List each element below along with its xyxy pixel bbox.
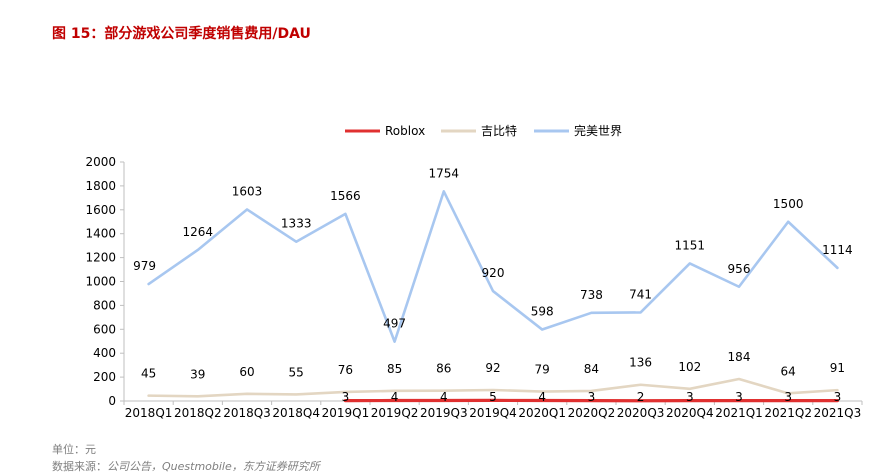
data-label-wanmei: 1754 [429, 166, 460, 180]
data-label-roblox: 4 [440, 390, 448, 404]
source-note: 数据来源：公司公告，Questmobile，东方证券研究所 [52, 458, 320, 474]
x-tick-label: 2019Q3 [420, 406, 468, 420]
x-tick-label: 2018Q1 [125, 406, 173, 420]
data-label-wanmei: 1566 [330, 189, 361, 203]
data-label-roblox: 3 [784, 390, 792, 404]
data-label-roblox: 3 [342, 390, 350, 404]
data-label-jibite: 136 [629, 356, 652, 370]
data-label-wanmei: 1151 [675, 238, 706, 252]
x-tick-label: 2018Q4 [272, 406, 320, 420]
y-tick-label: 2000 [85, 155, 116, 169]
line-chart: 0 200 400 600 800 1000 1200 1400 1600 1800 2000 201… [0, 0, 893, 440]
data-label-roblox: 4 [538, 390, 546, 404]
data-label-jibite: 85 [387, 362, 402, 376]
data-label-jibite: 60 [239, 365, 254, 379]
data-label-wanmei: 1500 [773, 197, 804, 211]
data-label-wanmei: 497 [383, 317, 406, 331]
x-tick-label: 2019Q1 [322, 406, 370, 420]
data-label-roblox: 3 [834, 390, 842, 404]
data-label-jibite: 184 [728, 350, 751, 364]
data-label-jibite: 79 [535, 363, 550, 377]
data-label-wanmei: 1114 [822, 243, 853, 257]
data-label-wanmei: 738 [580, 288, 603, 302]
x-tick-label: 2021Q2 [764, 406, 812, 420]
data-label-wanmei: 979 [133, 259, 156, 273]
data-label-roblox: 2 [637, 390, 645, 404]
data-label-roblox: 5 [489, 390, 497, 404]
data-label-wanmei: 1333 [281, 217, 312, 231]
data-label-wanmei: 598 [531, 305, 554, 319]
source-text: 公司公告，Questmobile，东方证券研究所 [107, 460, 320, 473]
y-tick-label: 800 [93, 298, 116, 312]
data-label-wanmei: 1264 [183, 225, 214, 239]
x-tick-label: 2018Q2 [174, 406, 222, 420]
x-tick-label: 2020Q3 [617, 406, 665, 420]
data-label-jibite: 84 [584, 362, 599, 376]
x-tick-label: 2021Q1 [715, 406, 763, 420]
legend-label: 吉比特 [481, 123, 517, 138]
data-label-wanmei: 956 [728, 262, 751, 276]
data-label-jibite: 64 [781, 364, 796, 378]
data-label-jibite: 102 [678, 360, 701, 374]
unit-note: 单位：元 [52, 441, 96, 457]
data-label-wanmei: 1603 [232, 184, 263, 198]
x-tick-label: 2018Q3 [223, 406, 271, 420]
x-tick-label: 2020Q2 [568, 406, 616, 420]
data-label-jibite: 55 [289, 365, 304, 379]
y-tick-label: 400 [93, 346, 116, 360]
x-tick-label: 2019Q4 [469, 406, 517, 420]
data-label-jibite: 86 [436, 362, 451, 376]
y-tick-label: 1800 [85, 179, 116, 193]
legend-label: 完美世界 [574, 123, 622, 138]
data-label-roblox: 3 [588, 390, 596, 404]
y-tick-label: 1000 [85, 275, 116, 289]
x-tick-label: 2020Q4 [666, 406, 714, 420]
source-label: 数据来源： [52, 460, 107, 473]
y-tick-label: 200 [93, 370, 116, 384]
y-tick-label: 1400 [85, 227, 116, 241]
data-label-jibite: 76 [338, 363, 353, 377]
data-label-jibite: 45 [141, 367, 156, 381]
y-tick-label: 0 [108, 394, 116, 408]
data-label-roblox: 4 [391, 390, 399, 404]
y-tick-label: 1600 [85, 203, 116, 217]
data-label-wanmei: 741 [629, 287, 652, 301]
x-tick-label: 2019Q2 [371, 406, 419, 420]
data-label-roblox: 3 [686, 390, 694, 404]
data-label-wanmei: 920 [482, 266, 505, 280]
y-tick-label: 1200 [85, 251, 116, 265]
x-tick-label: 2021Q3 [814, 406, 862, 420]
data-label-jibite: 39 [190, 367, 205, 381]
y-tick-label: 600 [93, 322, 116, 336]
data-label-jibite: 91 [830, 361, 845, 375]
x-tick-label: 2020Q1 [518, 406, 566, 420]
legend-label: Roblox [385, 124, 425, 138]
data-label-jibite: 92 [485, 361, 500, 375]
data-label-roblox: 3 [735, 390, 743, 404]
